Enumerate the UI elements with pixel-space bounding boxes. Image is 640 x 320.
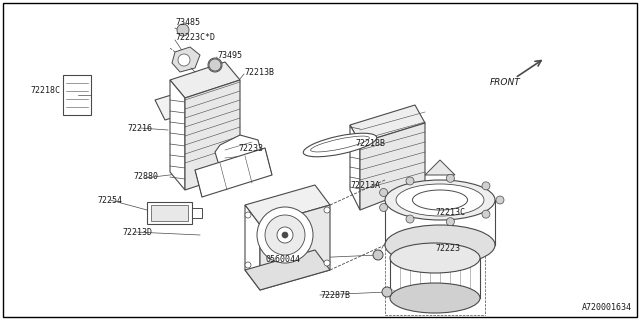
Text: 72287B: 72287B (320, 291, 350, 300)
Circle shape (277, 227, 293, 243)
Polygon shape (350, 105, 425, 143)
Circle shape (265, 215, 305, 255)
Ellipse shape (413, 190, 467, 210)
Text: A720001634: A720001634 (582, 303, 632, 312)
Polygon shape (425, 160, 455, 175)
Polygon shape (260, 205, 330, 290)
Circle shape (482, 210, 490, 218)
Circle shape (382, 287, 392, 297)
Circle shape (208, 58, 222, 72)
Text: 72880: 72880 (133, 172, 158, 180)
Polygon shape (195, 148, 272, 197)
Polygon shape (192, 208, 202, 218)
Circle shape (177, 24, 189, 36)
Circle shape (380, 188, 388, 196)
Text: 72223C*D: 72223C*D (175, 33, 215, 42)
Circle shape (257, 207, 313, 263)
Polygon shape (155, 80, 230, 120)
Polygon shape (170, 62, 240, 98)
Text: 72216: 72216 (127, 124, 152, 132)
Text: 72254: 72254 (97, 196, 122, 204)
Polygon shape (170, 80, 185, 190)
Circle shape (282, 232, 288, 238)
Text: 73495: 73495 (217, 51, 242, 60)
Circle shape (373, 250, 383, 260)
Ellipse shape (385, 180, 495, 220)
Polygon shape (185, 80, 240, 190)
Polygon shape (245, 250, 330, 290)
Polygon shape (151, 205, 188, 221)
Circle shape (496, 196, 504, 204)
Text: FRONT: FRONT (490, 78, 521, 87)
Circle shape (482, 182, 490, 190)
Ellipse shape (390, 243, 480, 273)
Text: 72213A: 72213A (350, 180, 380, 189)
Ellipse shape (385, 225, 495, 265)
Circle shape (178, 54, 190, 66)
Text: 73485: 73485 (175, 18, 200, 27)
Ellipse shape (310, 136, 369, 152)
Text: 72218B: 72218B (355, 139, 385, 148)
Text: 72213D: 72213D (122, 228, 152, 236)
Text: 72213C: 72213C (435, 207, 465, 217)
Circle shape (245, 262, 251, 268)
Polygon shape (350, 125, 360, 210)
Circle shape (406, 177, 414, 185)
Circle shape (245, 212, 251, 218)
Polygon shape (147, 202, 192, 224)
Circle shape (324, 207, 330, 213)
Circle shape (211, 61, 219, 69)
Circle shape (406, 215, 414, 223)
Polygon shape (360, 123, 425, 210)
Polygon shape (63, 75, 91, 115)
Text: 72233: 72233 (238, 143, 263, 153)
Polygon shape (245, 185, 330, 225)
Polygon shape (172, 47, 200, 72)
Ellipse shape (390, 283, 480, 313)
Polygon shape (245, 205, 260, 290)
Text: 72218C: 72218C (30, 85, 60, 94)
Text: 0560044: 0560044 (265, 255, 300, 265)
Circle shape (324, 260, 330, 266)
Text: 72213B: 72213B (244, 68, 274, 76)
Circle shape (209, 59, 221, 71)
Circle shape (380, 204, 388, 212)
Circle shape (447, 218, 454, 226)
Text: 72223: 72223 (435, 244, 460, 252)
Polygon shape (215, 135, 262, 172)
Ellipse shape (396, 184, 484, 216)
Circle shape (447, 174, 454, 182)
Ellipse shape (303, 133, 377, 157)
